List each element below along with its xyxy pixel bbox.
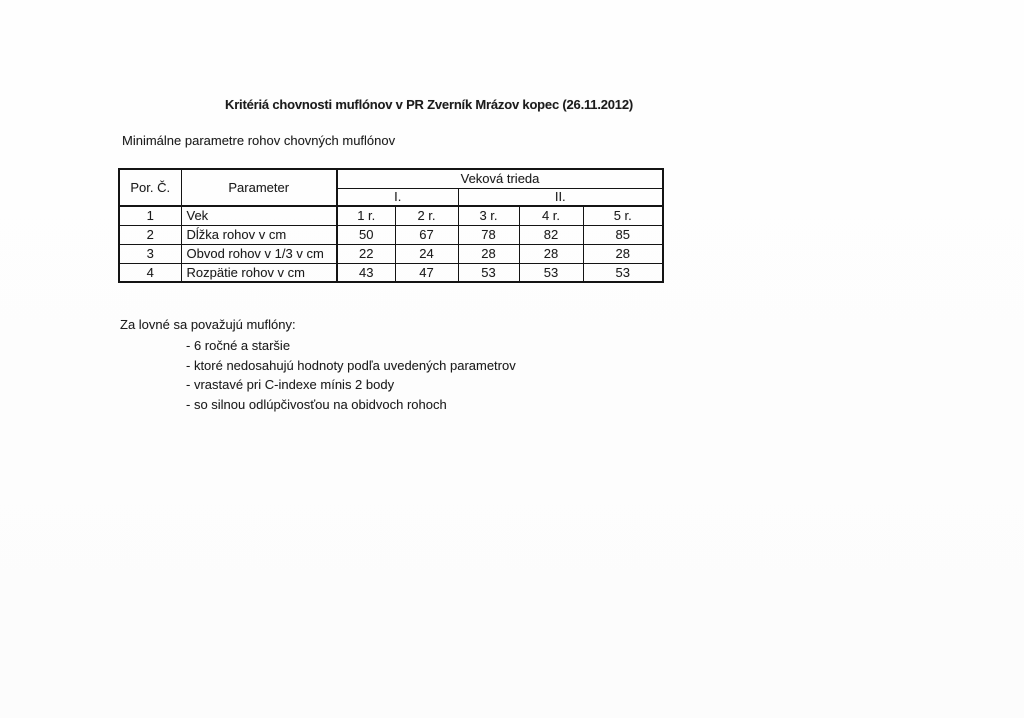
value-cell: 1 r. bbox=[336, 205, 396, 226]
value-cell: 28 bbox=[582, 243, 664, 264]
value-cell: 78 bbox=[457, 224, 520, 245]
criteria-heading: Za lovné sa považujú muflóny: bbox=[120, 317, 296, 332]
row-number: 2 bbox=[118, 224, 182, 245]
value-cell: 85 bbox=[582, 224, 664, 245]
criteria-item: - vrastavé pri C-indexe mínis 2 body bbox=[186, 377, 395, 392]
parameter-name: Dĺžka rohov v cm bbox=[180, 224, 338, 245]
parameter-name: Rozpätie rohov v cm bbox=[180, 262, 338, 283]
table-row: 3 Obvod rohov v 1/3 v cm 22 24 28 28 28 bbox=[118, 243, 664, 264]
value-cell: 4 r. bbox=[518, 205, 584, 226]
value-cell: 24 bbox=[394, 243, 459, 264]
value-cell: 67 bbox=[394, 224, 459, 245]
value-cell: 43 bbox=[336, 262, 396, 283]
row-number: 1 bbox=[118, 205, 182, 226]
table-row: 2 Dĺžka rohov v cm 50 67 78 82 85 bbox=[118, 224, 664, 245]
value-cell: 3 r. bbox=[457, 205, 520, 226]
value-cell: 22 bbox=[336, 243, 396, 264]
criteria-item: - 6 ročné a staršie bbox=[186, 338, 291, 353]
value-cell: 50 bbox=[336, 224, 396, 245]
value-cell: 53 bbox=[582, 262, 664, 283]
row-number: 3 bbox=[118, 243, 182, 264]
table-row: 1 Vek 1 r. 2 r. 3 r. 4 r. 5 r. bbox=[118, 205, 664, 226]
table-caption: Minimálne parametre rohov chovných mufló… bbox=[122, 133, 396, 148]
column-group-header-vekova-trieda: Veková trieda bbox=[335, 168, 664, 189]
criteria-list: - 6 ročné a staršie - ktoré nedosahujú h… bbox=[186, 336, 516, 414]
value-cell: 53 bbox=[457, 262, 520, 283]
value-cell: 28 bbox=[457, 243, 520, 264]
criteria-item: - ktoré nedosahujú hodnoty podľa uvedený… bbox=[186, 357, 516, 373]
criteria-item: - so silnou odlúpčivosťou na obidvoch ro… bbox=[186, 396, 447, 412]
column-header-por-c: Por. Č. bbox=[118, 168, 182, 207]
value-cell: 2 r. bbox=[394, 205, 459, 226]
document-title: Kritériá chovnosti muflónov v PR Zverník… bbox=[225, 97, 633, 112]
subgroup-header-ii: II. bbox=[457, 187, 664, 207]
table-row: 4 Rozpätie rohov v cm 43 47 53 53 53 bbox=[118, 262, 664, 283]
row-number: 4 bbox=[118, 262, 182, 283]
parameter-name: Vek bbox=[180, 205, 338, 226]
value-cell: 5 r. bbox=[582, 205, 664, 226]
value-cell: 28 bbox=[518, 243, 584, 264]
value-cell: 82 bbox=[518, 224, 584, 245]
minimum-parameters-table: Por. Č. Parameter Veková trieda I. II. 1… bbox=[118, 168, 665, 283]
value-cell: 53 bbox=[518, 262, 584, 283]
parameter-name: Obvod rohov v 1/3 v cm bbox=[180, 243, 338, 264]
subgroup-header-i: I. bbox=[336, 187, 459, 207]
column-header-parameter: Parameter bbox=[180, 168, 338, 207]
value-cell: 47 bbox=[394, 262, 459, 283]
